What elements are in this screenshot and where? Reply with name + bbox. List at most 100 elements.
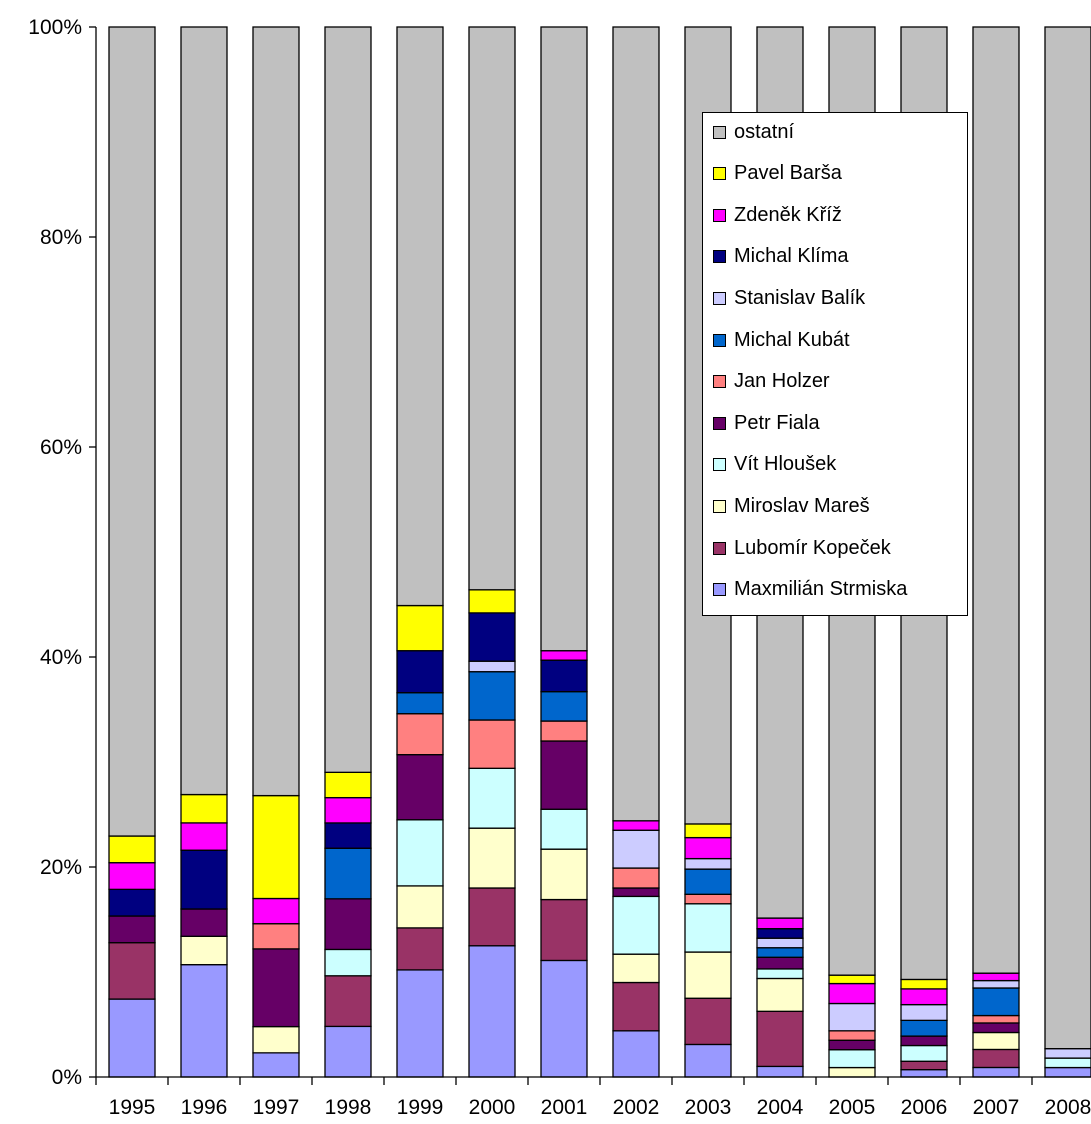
legend-label: Michal Kubát — [734, 328, 850, 351]
bar-segment — [396, 604, 444, 652]
bar-segment — [612, 867, 660, 889]
y-tick-label: 40% — [40, 646, 82, 669]
x-tick-label: 1998 — [325, 1096, 372, 1119]
bar-segment — [1044, 26, 1091, 1050]
legend-item: Vít Hloušek — [713, 450, 836, 480]
y-tick-label: 100% — [28, 16, 82, 39]
bar-segment — [324, 948, 372, 977]
bar-segment — [396, 692, 444, 715]
bar-segment — [396, 885, 444, 929]
bar-segment — [1044, 1048, 1091, 1059]
y-tick-label: 0% — [52, 1066, 82, 1089]
legend-label: ostatní — [734, 120, 795, 143]
bar-segment — [396, 650, 444, 694]
bar-segment — [684, 823, 732, 839]
bar-segment — [324, 771, 372, 799]
legend-label: Zdeněk Kříž — [734, 203, 842, 226]
legend-item: Petr Fiala — [713, 408, 820, 438]
bar-segment — [396, 713, 444, 756]
x-tick-label: 1996 — [181, 1096, 228, 1119]
bar-segment — [540, 650, 588, 661]
bar-segment — [612, 895, 660, 955]
bar-segment — [396, 754, 444, 821]
bar-segment — [108, 942, 156, 1000]
bar-segment — [684, 836, 732, 860]
bar-segment — [180, 26, 228, 796]
x-tick-label: 2000 — [469, 1096, 516, 1119]
bar-segment — [540, 959, 588, 1078]
bar-segment — [756, 968, 804, 980]
x-tick-label: 2001 — [541, 1096, 588, 1119]
y-tick-label: 60% — [40, 436, 82, 459]
bar-segment — [540, 740, 588, 810]
bar-segment — [540, 659, 588, 693]
bar-segment — [900, 988, 948, 1006]
bar-segment — [252, 948, 300, 1028]
bar-segment — [468, 589, 516, 614]
legend-swatch — [713, 250, 726, 264]
bar-segment — [828, 1030, 876, 1041]
bar-stack-2007 — [972, 26, 1020, 1078]
x-tick-label: 2007 — [973, 1096, 1020, 1119]
bar-segment — [180, 822, 228, 851]
bar-segment — [1044, 1057, 1091, 1069]
x-tick-label: 2008 — [1045, 1096, 1091, 1119]
bar-segment — [612, 829, 660, 869]
legend-swatch — [713, 208, 726, 222]
legend-item: Pavel Barša — [713, 159, 842, 189]
bar-segment — [540, 808, 588, 850]
bar-segment — [756, 1065, 804, 1078]
bar-segment — [972, 1022, 1020, 1034]
bar-segment — [684, 903, 732, 953]
legend-swatch — [713, 333, 726, 347]
bar-segment — [108, 998, 156, 1078]
bar-stack-2008 — [1044, 26, 1091, 1078]
bar-segment — [108, 835, 156, 864]
x-tick-label: 2002 — [613, 1096, 660, 1119]
bar-segment — [900, 1060, 948, 1071]
bar-segment — [540, 720, 588, 742]
bar-segment — [972, 987, 1020, 1017]
bar-segment — [756, 956, 804, 970]
legend-label: Jan Holzer — [734, 370, 830, 393]
legend-label: Maxmilián Strmiska — [734, 578, 908, 601]
bar-segment — [828, 982, 876, 1005]
bar-segment — [612, 26, 660, 822]
bar-segment — [828, 1066, 876, 1078]
bar-segment — [612, 887, 660, 898]
bar-segment — [396, 969, 444, 1078]
bar-segment — [756, 1010, 804, 1068]
legend-swatch — [713, 291, 726, 305]
bar-segment — [972, 1048, 1020, 1069]
bar-segment — [972, 1066, 1020, 1078]
legend-label: Lubomír Kopeček — [734, 536, 891, 559]
bar-segment — [324, 847, 372, 900]
bar-segment — [396, 26, 444, 607]
bar-segment — [972, 26, 1020, 974]
bar-segment — [468, 26, 516, 591]
bar-segment — [900, 1069, 948, 1078]
bar-segment — [252, 897, 300, 925]
bar-segment — [108, 862, 156, 891]
bar-stack-1995 — [108, 26, 156, 1078]
x-tick-label: 2005 — [829, 1096, 876, 1119]
bar-segment — [612, 1030, 660, 1078]
bar-stack-1996 — [180, 26, 228, 1078]
legend: ostatní Pavel Barša Zdeněk Kříž Michal Klím… — [702, 112, 968, 616]
y-tick-label: 80% — [40, 226, 82, 249]
bar-segment — [180, 793, 228, 824]
bar-segment — [180, 935, 228, 966]
bar-segment — [972, 972, 1020, 982]
bar-segment — [252, 923, 300, 950]
bar-segment — [828, 1039, 876, 1051]
bar-segment — [324, 26, 372, 773]
legend-item: Maxmilián Strmiska — [713, 575, 907, 605]
legend-label: Vít Hloušek — [734, 453, 837, 476]
bar-segment — [540, 691, 588, 722]
bar-segment — [468, 660, 516, 673]
bar-segment — [828, 1049, 876, 1069]
bar-segment — [612, 820, 660, 831]
bar-segment — [756, 917, 804, 930]
legend-label: Stanislav Balík — [734, 286, 866, 309]
bar-segment — [684, 893, 732, 905]
